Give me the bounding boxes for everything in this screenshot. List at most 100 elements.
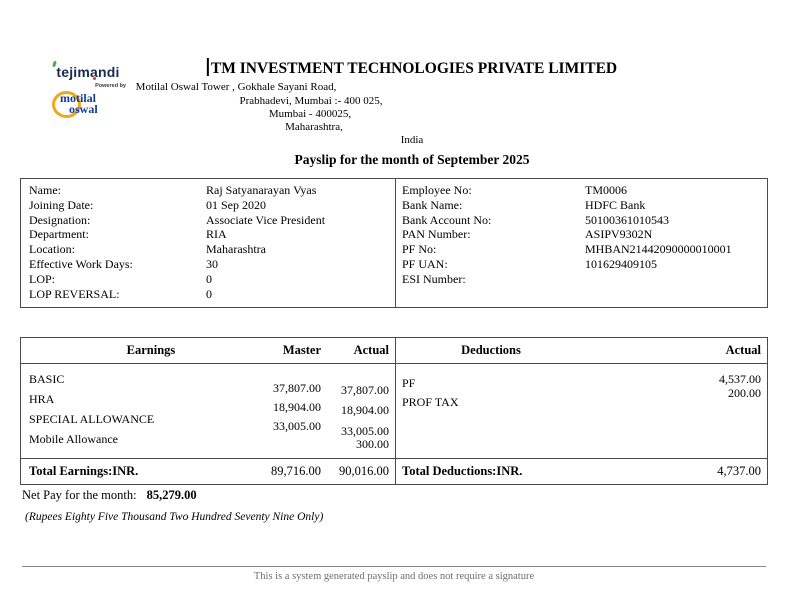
earnings-master-values: 37,807.00 18,904.00 33,005.00 xyxy=(251,379,321,436)
info-value: Associate Vice President xyxy=(206,212,326,227)
info-row: Name: Raj Satyanarayan Vyas xyxy=(29,183,325,198)
info-label: PF No: xyxy=(402,242,437,257)
company-name-text: TM INVESTMENT TECHNOLOGIES PRIVATE LIMIT… xyxy=(210,60,618,77)
info-row: Employee No: TM0006 xyxy=(402,183,732,198)
deduction-row-label: PF xyxy=(402,376,416,390)
earnings-header: Earnings xyxy=(126,343,176,357)
info-row: Effective Work Days: 30 xyxy=(29,257,325,272)
employee-info-table: Name: Raj Satyanarayan Vyas Joining Date:… xyxy=(20,178,768,308)
motilal-text: motilal xyxy=(60,91,96,105)
info-row: Bank Name: HDFC Bank xyxy=(402,198,732,213)
info-row: PF No: MHBAN21442090000010001 xyxy=(402,242,732,257)
table-header-row: Earnings Master Actual Deductions Actual xyxy=(21,338,767,364)
address-line: India xyxy=(400,134,424,146)
total-earnings-label: Total Earnings:INR. xyxy=(29,464,139,478)
net-pay-value: 85,279.00 xyxy=(146,488,197,502)
deduction-actual-value: 4,537.00 xyxy=(719,372,761,386)
total-earnings-master: 89,716.00 xyxy=(271,464,321,478)
company-name: TM INVESTMENT TECHNOLOGIES PRIVATE LIMIT… xyxy=(206,58,618,78)
earning-actual-value: 37,807.00 xyxy=(341,383,389,397)
info-value: 50100361010543 xyxy=(585,212,669,227)
info-label: Effective Work Days: xyxy=(29,256,133,271)
info-row: Bank Account No: 50100361010543 xyxy=(402,213,732,228)
deduction-row-label: PROF TAX xyxy=(402,395,459,409)
info-row: PAN Number: ASIPV9302N xyxy=(402,227,732,242)
info-value: 101629409105 xyxy=(585,256,657,271)
info-label: LOP REVERSAL: xyxy=(29,286,120,301)
actual-header: Actual xyxy=(725,343,761,357)
earning-actual-value: 300.00 xyxy=(356,437,389,451)
info-row: LOP: 0 xyxy=(29,272,325,287)
table-divider xyxy=(395,179,396,307)
tejimandi-wordmark: tejimandi xyxy=(36,60,140,82)
earning-master-value: 18,904.00 xyxy=(273,400,321,414)
info-value: Maharashtra xyxy=(206,242,266,257)
info-value: 30 xyxy=(206,256,218,271)
info-label: Department: xyxy=(29,227,89,242)
info-label: Employee No: xyxy=(402,183,472,197)
table-divider xyxy=(395,338,396,484)
deductions-labels: PF PROF TAX xyxy=(402,374,459,412)
info-label: PAN Number: xyxy=(402,227,471,242)
info-label: Designation: xyxy=(29,212,91,227)
tejimandi-motilal-logo: tejimandi Powered by motilal oswal xyxy=(36,60,140,124)
brand-text: tejimandi xyxy=(56,64,120,80)
master-header: Master xyxy=(282,343,321,357)
deductions-header: Deductions xyxy=(461,343,521,357)
earning-master-value: 33,005.00 xyxy=(273,419,321,433)
info-label: Bank Account No: xyxy=(402,212,492,227)
earning-row-label: HRA xyxy=(29,392,55,406)
info-row: Location: Maharashtra xyxy=(29,242,325,257)
info-label: PF UAN: xyxy=(402,256,448,271)
earnings-deductions-table: Earnings Master Actual Deductions Actual… xyxy=(20,337,768,485)
net-pay-row: Net Pay for the month: 85,279.00 xyxy=(22,488,197,503)
info-row: ESI Number: xyxy=(402,272,732,287)
earning-master-value: 37,807.00 xyxy=(273,381,321,395)
yellow-ring-icon xyxy=(52,91,81,118)
address-line: Prabhadevi, Mumbai :- 400 025, xyxy=(239,95,383,107)
info-value: RIA xyxy=(206,227,227,242)
motilal-oswal-logo: motilal oswal xyxy=(36,90,140,124)
info-row: LOP REVERSAL: 0 xyxy=(29,287,325,302)
info-value: Raj Satyanarayan Vyas xyxy=(206,183,317,197)
powered-by-label: Powered by xyxy=(95,83,126,89)
info-row: Joining Date: 01 Sep 2020 xyxy=(29,198,325,213)
earnings-labels: BASIC HRA SPECIAL ALLOWANCE Mobile Allow… xyxy=(29,369,154,449)
footer-note: This is a system generated payslip and d… xyxy=(253,571,535,582)
info-label: Joining Date: xyxy=(29,197,94,212)
earning-actual-value: 18,904.00 xyxy=(341,403,389,417)
total-deductions-label: Total Deductions:INR. xyxy=(402,464,523,478)
employee-info-left: Name: Raj Satyanarayan Vyas Joining Date:… xyxy=(29,183,325,301)
info-row: PF UAN: 101629409105 xyxy=(402,257,732,272)
payslip-title: Payslip for the month of September 2025 xyxy=(294,152,530,167)
info-value: 01 Sep 2020 xyxy=(206,197,266,212)
info-value: MHBAN21442090000010001 xyxy=(585,242,732,257)
net-pay-in-words: (Rupees Eighty Five Thousand Two Hundred… xyxy=(25,511,324,523)
red-dot-icon xyxy=(93,77,96,80)
info-value: HDFC Bank xyxy=(585,197,646,212)
total-earnings-actual: 90,016.00 xyxy=(339,464,389,478)
employee-info-right: Employee No: TM0006 Bank Name: HDFC Bank B… xyxy=(402,183,732,287)
oswal-text: oswal xyxy=(69,102,98,116)
text-cursor xyxy=(206,58,209,76)
earning-row-label: Mobile Allowance xyxy=(29,432,118,446)
address-line: Mumbai - 400025, xyxy=(268,108,352,120)
footer-divider xyxy=(22,566,766,567)
info-row: Designation: Associate Vice President xyxy=(29,213,325,228)
info-label: LOP: xyxy=(29,271,56,286)
address-line: Motilal Oswal Tower , Gokhale Sayani Roa… xyxy=(135,81,337,93)
total-deductions-actual: 4,737.00 xyxy=(717,464,761,478)
address-line: Maharashtra, xyxy=(285,121,343,133)
info-label: Name: xyxy=(29,183,61,197)
info-value: TM0006 xyxy=(585,183,627,197)
deduction-actual-value: 200.00 xyxy=(728,386,761,400)
motilal-oswal-wordmark: motilal oswal xyxy=(60,91,98,116)
info-row: Department: RIA xyxy=(29,227,325,242)
deductions-actual-values: 4,537.00 200.00 xyxy=(671,372,761,400)
net-pay-label: Net Pay for the month: xyxy=(22,488,137,502)
info-label: ESI Number: xyxy=(402,271,466,286)
actual-header: Actual xyxy=(353,343,389,357)
info-value: 0 xyxy=(206,286,212,301)
earning-actual-value: 33,005.00 xyxy=(341,424,389,438)
info-label: Location: xyxy=(29,242,75,257)
